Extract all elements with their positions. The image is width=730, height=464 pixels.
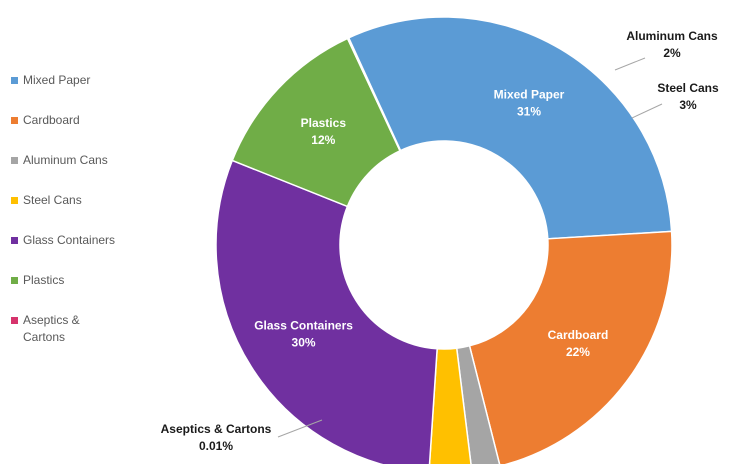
slice-mixed-paper: [348, 17, 672, 239]
slice-label-plastics: Plastics: [301, 116, 347, 130]
slice-label-glass-containers: Glass Containers: [254, 319, 353, 333]
slice-value-aseptics-and-cartons: 0.01%: [199, 439, 233, 453]
slice-value-mixed-paper: 31%: [517, 104, 541, 118]
legend-label-cardboard: Cardboard: [23, 113, 80, 127]
slice-label-aseptics-and-cartons: Aseptics & Cartons: [161, 422, 272, 436]
slice-value-plastics: 12%: [311, 133, 335, 147]
legend-label-plastics: Plastics: [23, 273, 64, 287]
legend-swatch-cardboard: [11, 117, 18, 124]
slice-label-steel-cans: Steel Cans: [657, 81, 719, 95]
legend-label-aluminum-cans: Aluminum Cans: [23, 153, 108, 167]
legend-swatch-glass-containers: [11, 237, 18, 244]
legend-swatch-mixed-paper: [11, 77, 18, 84]
slice-label-aluminum-cans: Aluminum Cans: [626, 29, 718, 43]
legend-swatch-aseptics-and-cartons: [11, 317, 18, 324]
slice-value-steel-cans: 3%: [679, 98, 697, 112]
leader-line-steel-cans: [632, 104, 662, 118]
legend-label-aseptics-and-cartons: Aseptics &: [23, 313, 80, 327]
legend-swatch-plastics: [11, 277, 18, 284]
slice-label-mixed-paper: Mixed Paper: [494, 87, 565, 101]
slice-label-cardboard: Cardboard: [548, 328, 609, 342]
slice-glass-containers: [216, 160, 437, 464]
donut-slices: [216, 17, 672, 464]
legend-label-mixed-paper: Mixed Paper: [23, 73, 90, 87]
legend-label-steel-cans: Steel Cans: [23, 193, 82, 207]
legend-swatch-steel-cans: [11, 197, 18, 204]
legend-swatch-aluminum-cans: [11, 157, 18, 164]
chart-legend: Mixed Paper Cardboard Aluminum Cans Steel C…: [11, 73, 115, 344]
slice-value-cardboard: 22%: [566, 345, 590, 359]
slice-value-glass-containers: 30%: [292, 336, 316, 350]
leader-line-aluminum-cans: [615, 58, 645, 70]
slice-value-aluminum-cans: 2%: [663, 46, 681, 60]
legend-label-aseptics-and-cartons-line2: Cartons: [23, 330, 65, 344]
legend-label-glass-containers: Glass Containers: [23, 233, 115, 247]
